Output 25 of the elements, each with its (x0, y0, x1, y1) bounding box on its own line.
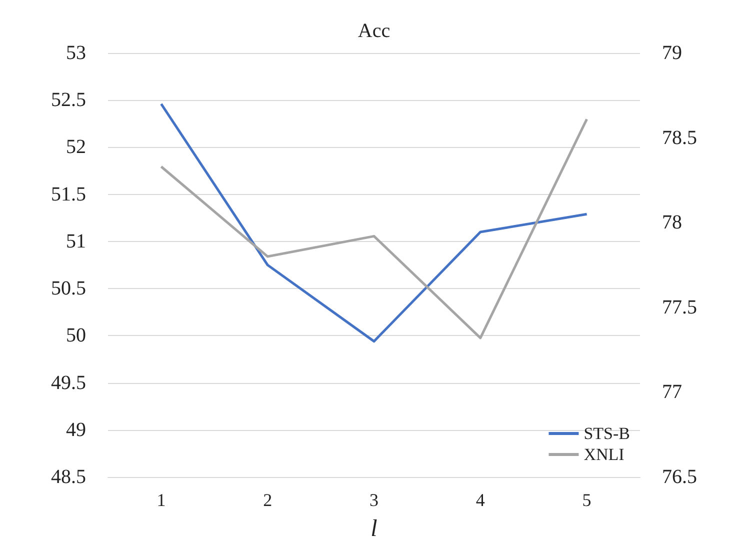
y-tick-label: 48.5 (51, 466, 86, 488)
y2-tick-label: 79 (662, 42, 682, 64)
y2-tick-label: 76.5 (662, 466, 697, 488)
legend-label: STS-B (584, 424, 630, 443)
y-tick-label: 50.5 (51, 278, 86, 300)
y2-tick-label: 77 (662, 381, 682, 404)
x-tick-label: 1 (156, 490, 166, 510)
y-tick-label: 51 (66, 230, 86, 252)
y-tick-label: 52 (66, 136, 86, 158)
x-tick-label: 5 (582, 490, 592, 510)
x-tick-label: 4 (476, 490, 485, 510)
y-tick-label: 49 (66, 418, 86, 441)
x-tick-label: 3 (370, 490, 378, 510)
chart-title: Acc (358, 20, 390, 42)
y-tick-label: 49.5 (51, 372, 86, 394)
y2-tick-label: 77.5 (662, 296, 697, 318)
y-tick-label: 50 (66, 324, 86, 347)
y2-tick-label: 78.5 (662, 126, 697, 149)
x-tick-label: 2 (263, 490, 272, 510)
y-tick-label: 53 (66, 42, 86, 64)
y2-tick-label: 78 (662, 212, 682, 234)
y-tick-label: 51.5 (51, 183, 86, 206)
y-tick-label: 52.5 (51, 89, 86, 112)
x-axis-title: l (370, 516, 378, 542)
legend-label: XNLI (584, 445, 625, 464)
